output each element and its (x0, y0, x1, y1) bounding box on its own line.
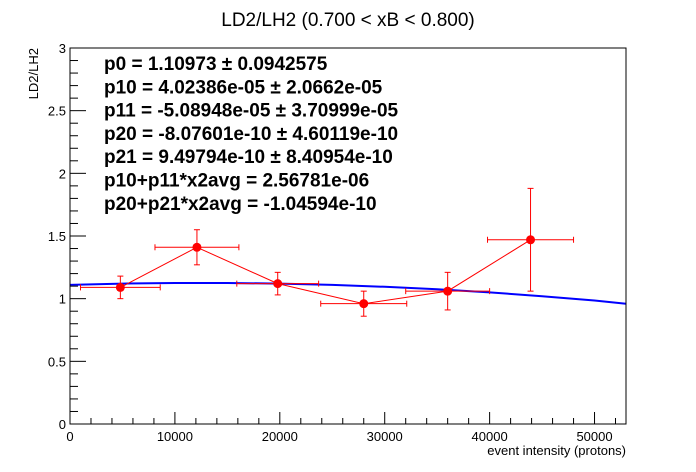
fit-stat-line: p20+p21*x2avg = -1.04594e-10 (104, 194, 377, 215)
y-tick-label: 0.5 (48, 354, 66, 369)
x-axis-title: event intensity (protons) (487, 443, 626, 458)
data-point (115, 282, 125, 292)
fit-stat-line: p21 = 9.49794e-10 ± 8.40954e-10 (104, 147, 393, 168)
fit-stat-line: p11 = -5.08948e-05 ± 3.70999e-05 (104, 101, 399, 122)
x-tick-label: 10000 (157, 429, 193, 444)
y-tick-label: 3 (59, 41, 66, 56)
fit-stat-line: p10 = 4.02386e-05 ± 2.0662e-05 (104, 77, 383, 98)
y-tick-label: 1.5 (48, 229, 66, 244)
fit-stat-line: p10+p11*x2avg = 2.56781e-06 (104, 171, 369, 192)
x-tick-label: 20000 (262, 429, 298, 444)
fit-stat-line: p20 = -8.07601e-10 ± 4.60119e-10 (104, 124, 398, 145)
fit-curve (69, 282, 627, 305)
y-axis: 0 0.5 1 1.5 2 2.5 3 (48, 41, 86, 432)
x-tick-label: 40000 (472, 429, 508, 444)
x-tick-label: 0 (66, 429, 73, 444)
fit-stat-line: p0 = 1.10973 ± 0.0942575 (104, 54, 328, 75)
data-point (273, 279, 283, 289)
data-point (359, 299, 369, 309)
y-axis-title: LD2/LH2 (26, 48, 41, 99)
data-point (443, 286, 453, 296)
plot-area (69, 187, 627, 317)
y-tick-label: 2 (59, 166, 66, 181)
data-connecting-line (120, 239, 531, 305)
x-tick-label: 30000 (367, 429, 403, 444)
chart-title: LD2/LH2 (0.700 < xB < 0.800) (221, 10, 475, 31)
x-tick-label: 50000 (576, 429, 612, 444)
data-point (192, 242, 202, 252)
y-tick-label: 0 (59, 417, 66, 432)
y-tick-label: 2.5 (48, 104, 66, 119)
y-tick-label: 1 (59, 292, 66, 307)
data-point (526, 235, 536, 245)
x-axis: 0 10000 20000 30000 40000 50000 (66, 412, 617, 444)
